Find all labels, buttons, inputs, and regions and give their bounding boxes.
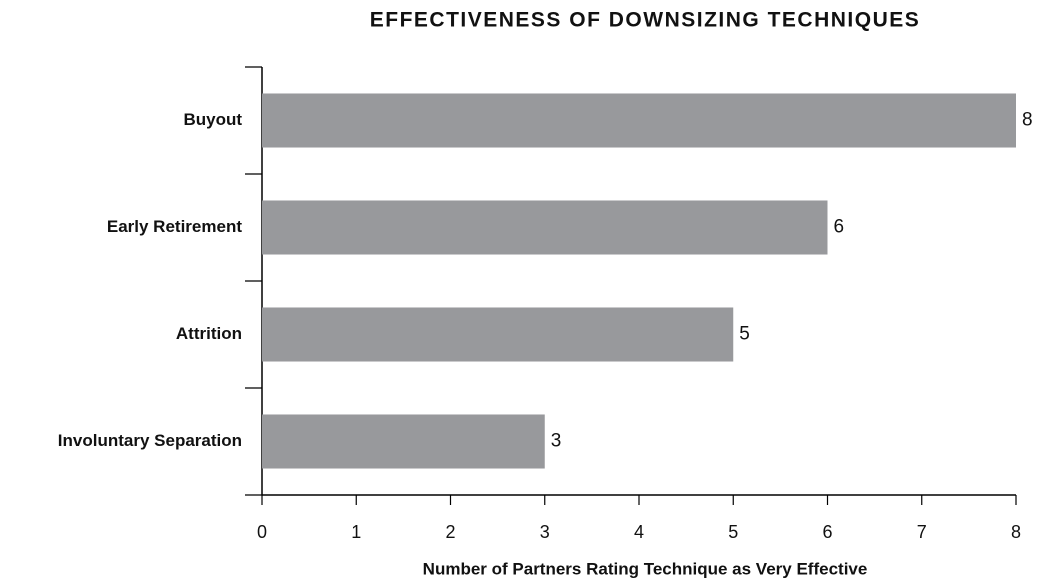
bar (262, 200, 828, 255)
bar (262, 93, 1016, 148)
value-label: 8 (1022, 110, 1033, 131)
x-tick-label: 7 (917, 522, 927, 542)
x-axis-label: Number of Partners Rating Technique as V… (423, 559, 868, 578)
x-tick-label: 5 (728, 522, 738, 542)
x-tick-label: 4 (634, 522, 644, 542)
x-tick-label: 6 (822, 522, 832, 542)
chart-title: EFFECTIVENESS OF DOWNSIZING TECHNIQUES (370, 9, 921, 32)
x-tick-label: 3 (540, 522, 550, 542)
x-tick-label: 2 (445, 522, 455, 542)
bar (262, 414, 545, 469)
value-label: 3 (551, 431, 562, 452)
value-label: 6 (834, 217, 845, 238)
x-tick-label: 0 (257, 522, 267, 542)
bar (262, 307, 734, 362)
y-tick-label: Involuntary Separation (58, 431, 242, 450)
y-tick-label: Attrition (176, 324, 242, 343)
x-tick-label: 8 (1011, 522, 1021, 542)
x-tick-label: 1 (351, 522, 361, 542)
value-label: 5 (739, 324, 750, 345)
y-tick-label: Buyout (183, 110, 242, 129)
y-tick-label: Early Retirement (107, 217, 242, 236)
